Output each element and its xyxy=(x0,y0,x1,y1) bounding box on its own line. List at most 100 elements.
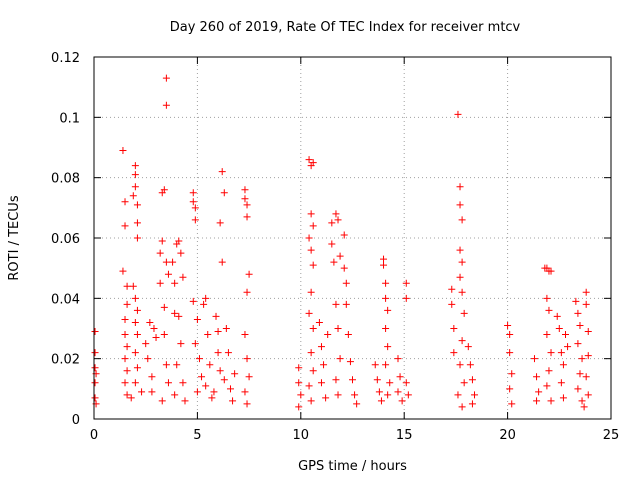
data-point xyxy=(508,400,516,408)
data-point xyxy=(144,355,152,363)
data-point xyxy=(543,331,551,339)
data-point xyxy=(177,340,185,348)
data-point xyxy=(506,331,514,339)
data-point xyxy=(317,379,325,387)
data-point xyxy=(307,349,315,357)
data-point xyxy=(398,397,406,405)
data-point xyxy=(533,373,541,381)
data-point xyxy=(468,376,476,384)
data-point xyxy=(295,403,303,411)
data-point xyxy=(156,249,164,257)
data-point xyxy=(133,234,141,242)
data-point xyxy=(241,186,249,194)
data-point xyxy=(334,325,342,332)
data-point xyxy=(450,349,458,357)
data-point xyxy=(346,358,354,366)
data-point xyxy=(162,101,170,109)
data-point xyxy=(243,400,251,408)
data-point xyxy=(164,270,172,278)
data-point xyxy=(91,394,99,402)
data-point xyxy=(241,195,249,203)
data-point xyxy=(562,331,570,339)
data-point xyxy=(243,288,251,296)
data-point xyxy=(206,361,214,369)
data-point xyxy=(121,315,129,323)
data-point xyxy=(584,352,592,360)
data-point xyxy=(328,219,336,227)
data-point xyxy=(241,388,249,396)
data-point xyxy=(121,198,129,206)
data-point xyxy=(131,349,139,357)
data-point xyxy=(305,382,313,390)
data-point xyxy=(91,364,99,372)
data-point xyxy=(123,282,131,290)
data-point xyxy=(332,376,340,384)
data-point xyxy=(305,234,313,242)
data-point xyxy=(198,373,206,381)
data-point xyxy=(208,394,216,402)
data-point xyxy=(91,328,99,336)
data-point xyxy=(295,379,303,387)
data-point xyxy=(468,400,476,408)
data-point xyxy=(322,394,330,402)
y-tick-label: 0.04 xyxy=(51,292,80,307)
data-point xyxy=(245,373,253,381)
data-point xyxy=(309,159,317,167)
data-point xyxy=(458,258,466,266)
data-point xyxy=(295,364,303,372)
data-point xyxy=(179,379,187,387)
data-point xyxy=(460,379,468,387)
data-point xyxy=(204,331,212,339)
x-axis-label: GPS time / hours xyxy=(298,459,407,474)
data-point xyxy=(148,388,156,396)
data-point xyxy=(342,300,350,308)
data-point xyxy=(344,331,352,339)
data-point xyxy=(142,340,150,348)
data-point xyxy=(454,391,462,399)
y-tick-label: 0.08 xyxy=(51,172,80,187)
data-point xyxy=(386,379,394,387)
data-point xyxy=(309,325,317,332)
data-point xyxy=(169,258,177,266)
data-point xyxy=(324,331,332,339)
data-point xyxy=(121,331,129,339)
data-point xyxy=(131,171,139,179)
data-point xyxy=(334,216,342,224)
data-point xyxy=(320,361,328,369)
data-point xyxy=(382,294,390,302)
plot-frame xyxy=(93,56,612,420)
data-point xyxy=(353,400,361,408)
data-point xyxy=(243,213,251,221)
data-point xyxy=(214,349,222,357)
data-point xyxy=(460,309,468,317)
data-point xyxy=(129,192,137,200)
y-axis-label: ROTI / TECUs xyxy=(7,195,22,280)
data-point xyxy=(582,300,590,308)
data-point xyxy=(131,294,139,302)
data-point xyxy=(351,391,359,399)
data-point xyxy=(164,379,172,387)
data-point xyxy=(547,349,555,357)
data-point xyxy=(181,397,189,405)
data-point xyxy=(394,355,402,363)
data-point xyxy=(382,279,390,287)
data-point xyxy=(396,373,404,381)
data-point xyxy=(123,367,131,375)
data-point xyxy=(150,325,158,332)
data-point xyxy=(127,394,135,402)
data-point xyxy=(212,312,220,320)
data-point xyxy=(131,379,139,387)
data-point xyxy=(342,279,350,287)
data-point xyxy=(191,216,199,224)
data-point xyxy=(91,349,99,357)
data-point xyxy=(580,403,588,411)
data-point xyxy=(220,189,228,197)
data-point xyxy=(576,321,584,329)
data-point xyxy=(582,373,590,381)
data-point xyxy=(171,279,179,287)
x-tick-label: 15 xyxy=(396,428,413,443)
data-point xyxy=(175,312,183,320)
data-point xyxy=(384,391,392,399)
